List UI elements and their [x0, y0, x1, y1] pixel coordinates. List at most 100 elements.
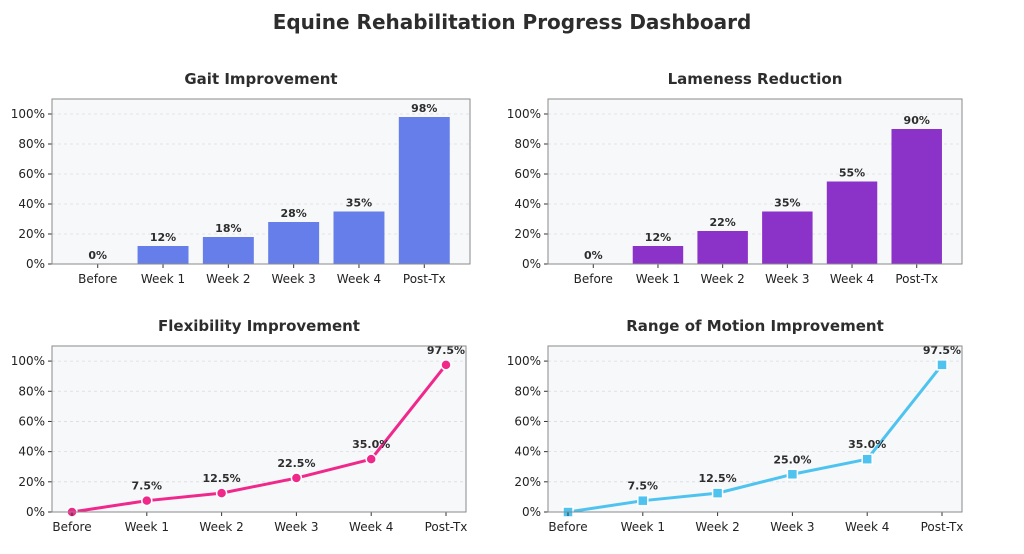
chart-panel-1: Gait Improvement 0% 20% 40% 60% 80% 100% 0% 12% 1… [11, 70, 471, 286]
y-tick-label: 40% [514, 445, 541, 459]
point-value-label: 12.5% [699, 472, 737, 485]
x-tick-label: Before [52, 520, 91, 534]
y-tick-label: 80% [514, 137, 541, 151]
y-tick-label: 80% [18, 384, 45, 398]
bar [762, 211, 813, 264]
chart-panel-2: Lameness Reduction 0% 20% 40% 60% 80% 100% 0% 12… [507, 70, 963, 286]
x-tick-label: Week 1 [636, 272, 680, 286]
y-tick-label: 100% [11, 354, 45, 368]
bar-value-label: 28% [280, 207, 306, 220]
y-tick-label: 0% [522, 257, 541, 271]
y-tick-label: 40% [18, 445, 45, 459]
y-tick-label: 80% [18, 137, 45, 151]
bar [891, 129, 942, 264]
bar-value-label: 98% [411, 102, 437, 115]
y-tick-label: 60% [18, 167, 45, 181]
point-value-label: 25.0% [773, 453, 811, 466]
x-tick-label: Post-Tx [425, 520, 468, 534]
plot-area [548, 346, 962, 512]
data-point [215, 487, 228, 499]
y-tick-label: 60% [18, 414, 45, 428]
chart-title: Gait Improvement [184, 70, 337, 88]
point-value-label: 97.5% [427, 344, 465, 357]
bar [333, 211, 385, 264]
y-tick-label: 100% [11, 107, 45, 121]
bar-value-label: 22% [709, 216, 735, 229]
y-tick-label: 20% [18, 475, 45, 489]
bar-value-label: 0% [88, 249, 107, 262]
point-value-label: 22.5% [277, 457, 315, 470]
x-tick-label: Week 1 [621, 520, 665, 534]
data-point [786, 468, 799, 481]
bar [202, 237, 254, 264]
x-tick-label: Before [78, 272, 117, 286]
chart-title: Lameness Reduction [668, 70, 843, 88]
chart-title: Flexibility Improvement [158, 317, 360, 335]
y-tick-label: 100% [507, 107, 541, 121]
bar [398, 117, 450, 264]
x-tick-label: Week 3 [770, 520, 814, 534]
plot-frame [547, 345, 963, 513]
x-tick-label: Week 1 [125, 520, 169, 534]
x-tick-label: Week 4 [845, 520, 889, 534]
bar-value-label: 35% [774, 197, 800, 210]
y-tick-label: 20% [514, 227, 541, 241]
bar-value-label: 12% [645, 231, 671, 244]
y-tick-label: 100% [507, 354, 541, 368]
x-tick-label: Before [548, 520, 587, 534]
x-tick-label: Week 2 [695, 520, 739, 534]
x-tick-label: Week 2 [206, 272, 250, 286]
bar [826, 181, 878, 264]
y-tick-label: 40% [514, 197, 541, 211]
data-point [141, 494, 153, 507]
data-point [365, 453, 377, 465]
x-tick-label: Week 2 [700, 272, 744, 286]
x-tick-label: Post-Tx [921, 520, 964, 534]
point-value-label: 7.5% [132, 480, 163, 493]
y-tick-label: 60% [514, 167, 541, 181]
point-value-label: 97.5% [923, 344, 961, 357]
bar [697, 231, 748, 264]
x-tick-label: Before [574, 272, 613, 286]
point-value-label: 12.5% [203, 472, 241, 485]
chart-title: Range of Motion Improvement [626, 317, 884, 335]
x-tick-label: Week 1 [141, 272, 185, 286]
y-tick-label: 0% [26, 257, 45, 271]
data-point [637, 494, 649, 507]
bar-value-label: 90% [904, 114, 930, 127]
data-point [290, 472, 303, 484]
bar-value-label: 18% [215, 222, 241, 235]
x-tick-label: Week 3 [274, 520, 318, 534]
x-tick-label: Week 3 [765, 272, 809, 286]
y-tick-label: 60% [514, 414, 541, 428]
x-tick-label: Post-Tx [895, 272, 938, 286]
plot-frame [51, 345, 467, 513]
bar-value-label: 12% [150, 231, 176, 244]
x-tick-label: Week 4 [830, 272, 874, 286]
x-tick-label: Week 2 [199, 520, 243, 534]
data-point [861, 453, 873, 465]
y-tick-label: 20% [18, 227, 45, 241]
x-tick-label: Week 4 [349, 520, 393, 534]
x-tick-label: Post-Tx [403, 272, 446, 286]
y-tick-label: 0% [26, 505, 45, 519]
plot-frame [547, 98, 963, 265]
bar [268, 222, 320, 264]
chart-panel-4: Range of Motion Improvement 0% 20% 40% 60% 80… [507, 317, 964, 534]
bar-value-label: 0% [584, 249, 603, 262]
plot-frame [51, 98, 471, 265]
bar-value-label: 35% [346, 197, 372, 210]
series-line [71, 363, 448, 514]
bar [137, 246, 189, 264]
y-tick-label: 0% [522, 505, 541, 519]
dashboard-title: Equine Rehabilitation Progress Dashboard [272, 10, 752, 34]
point-value-label: 7.5% [628, 480, 659, 493]
y-tick-label: 20% [514, 475, 541, 489]
bar [632, 246, 684, 264]
data-point [440, 359, 452, 371]
x-tick-label: Week 3 [271, 272, 315, 286]
point-value-label: 35.0% [352, 438, 390, 451]
point-value-label: 35.0% [848, 438, 886, 451]
